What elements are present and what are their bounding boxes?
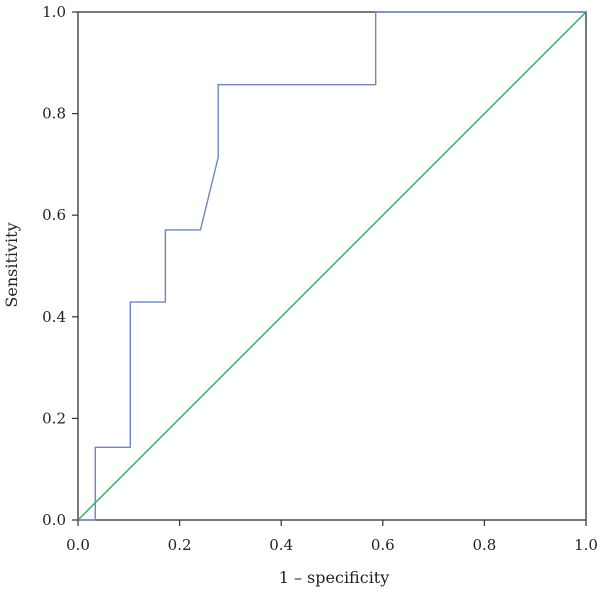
plot-frame	[77, 11, 587, 521]
x-axis-ticks: 0.0 0.2 0.4 0.6 0.8 1.0	[66, 520, 598, 554]
y-tick-label: 1.0	[42, 3, 66, 21]
x-tick-label: 0.0	[66, 536, 90, 554]
y-tick-label: 0.0	[42, 511, 66, 529]
plot-area	[77, 11, 587, 521]
x-tick-label: 0.2	[168, 536, 192, 554]
x-tick-label: 1.0	[574, 536, 598, 554]
y-tick-label: 0.4	[42, 308, 66, 326]
y-axis-ticks: 0.0 0.2 0.4 0.6 0.8 1.0	[42, 3, 78, 529]
y-axis-label: Sensitivity	[2, 222, 21, 307]
x-axis-label: 1 – specificity	[279, 568, 390, 587]
x-tick-label: 0.4	[269, 536, 293, 554]
roc-curve-line	[78, 11, 586, 521]
reference-diagonal-line	[77, 11, 587, 521]
x-tick-label: 0.8	[472, 536, 496, 554]
y-tick-label: 0.2	[42, 409, 66, 427]
x-tick-label: 0.6	[371, 536, 395, 554]
y-tick-label: 0.6	[42, 206, 66, 224]
y-tick-label: 0.8	[42, 105, 66, 123]
